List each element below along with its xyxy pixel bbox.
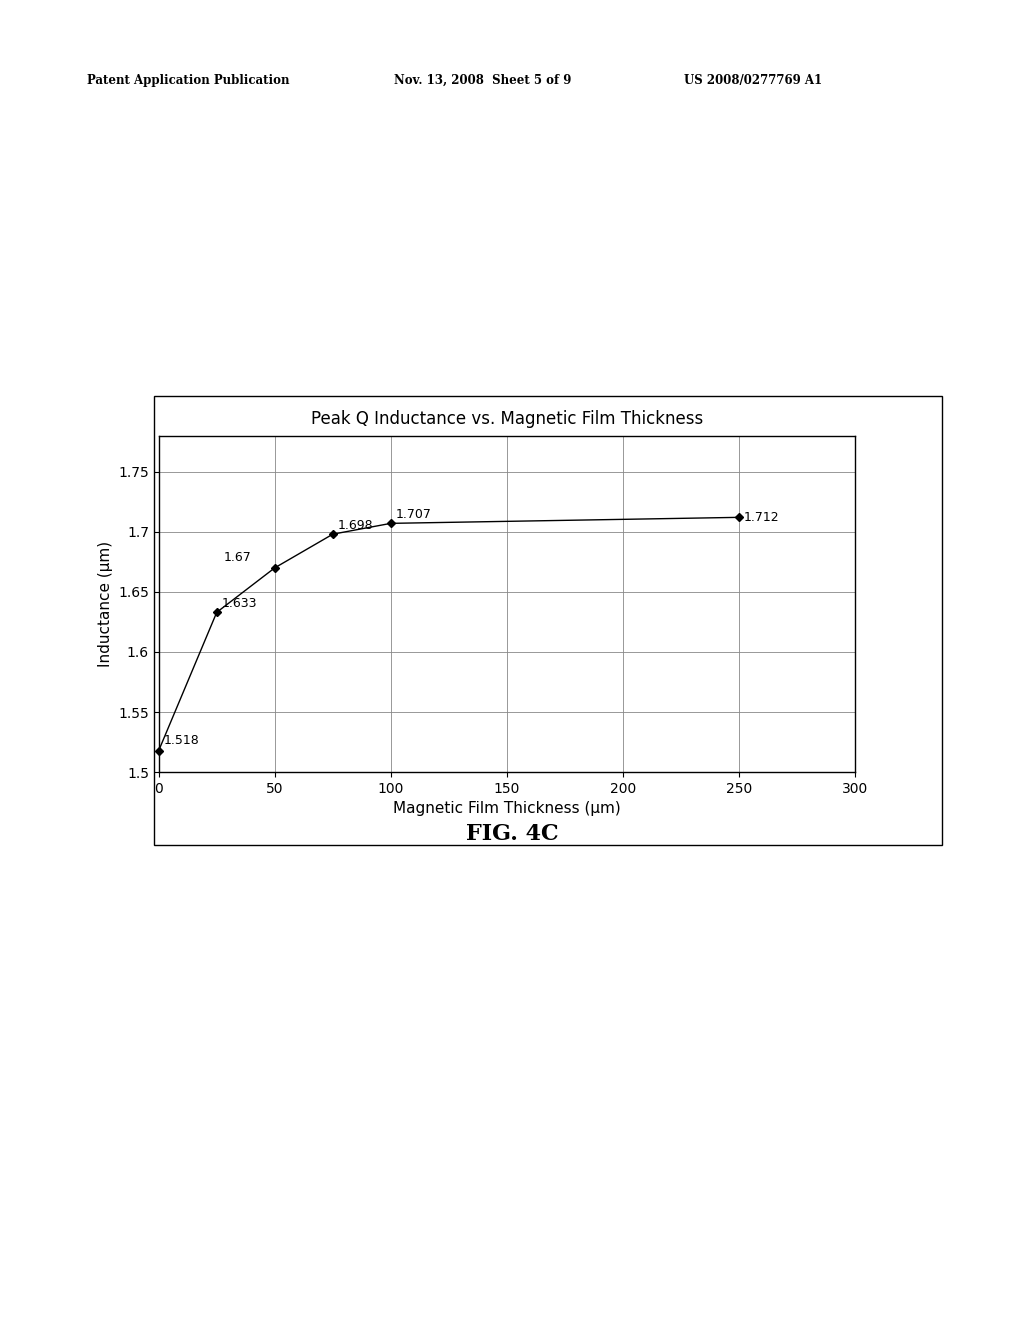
Text: FIG. 4C: FIG. 4C <box>466 824 558 845</box>
Text: 1.633: 1.633 <box>221 597 257 610</box>
Text: Patent Application Publication: Patent Application Publication <box>87 74 290 87</box>
Text: 1.698: 1.698 <box>338 519 373 532</box>
Text: 1.707: 1.707 <box>395 508 431 521</box>
X-axis label: Magnetic Film Thickness (μm): Magnetic Film Thickness (μm) <box>393 801 621 817</box>
Text: US 2008/0277769 A1: US 2008/0277769 A1 <box>684 74 822 87</box>
Title: Peak Q Inductance vs. Magnetic Film Thickness: Peak Q Inductance vs. Magnetic Film Thic… <box>310 411 703 429</box>
Y-axis label: Inductance (μm): Inductance (μm) <box>97 541 113 667</box>
Text: 1.67: 1.67 <box>223 552 252 564</box>
Text: Nov. 13, 2008  Sheet 5 of 9: Nov. 13, 2008 Sheet 5 of 9 <box>394 74 571 87</box>
Text: 1.712: 1.712 <box>743 511 779 524</box>
Text: 1.518: 1.518 <box>164 734 199 747</box>
